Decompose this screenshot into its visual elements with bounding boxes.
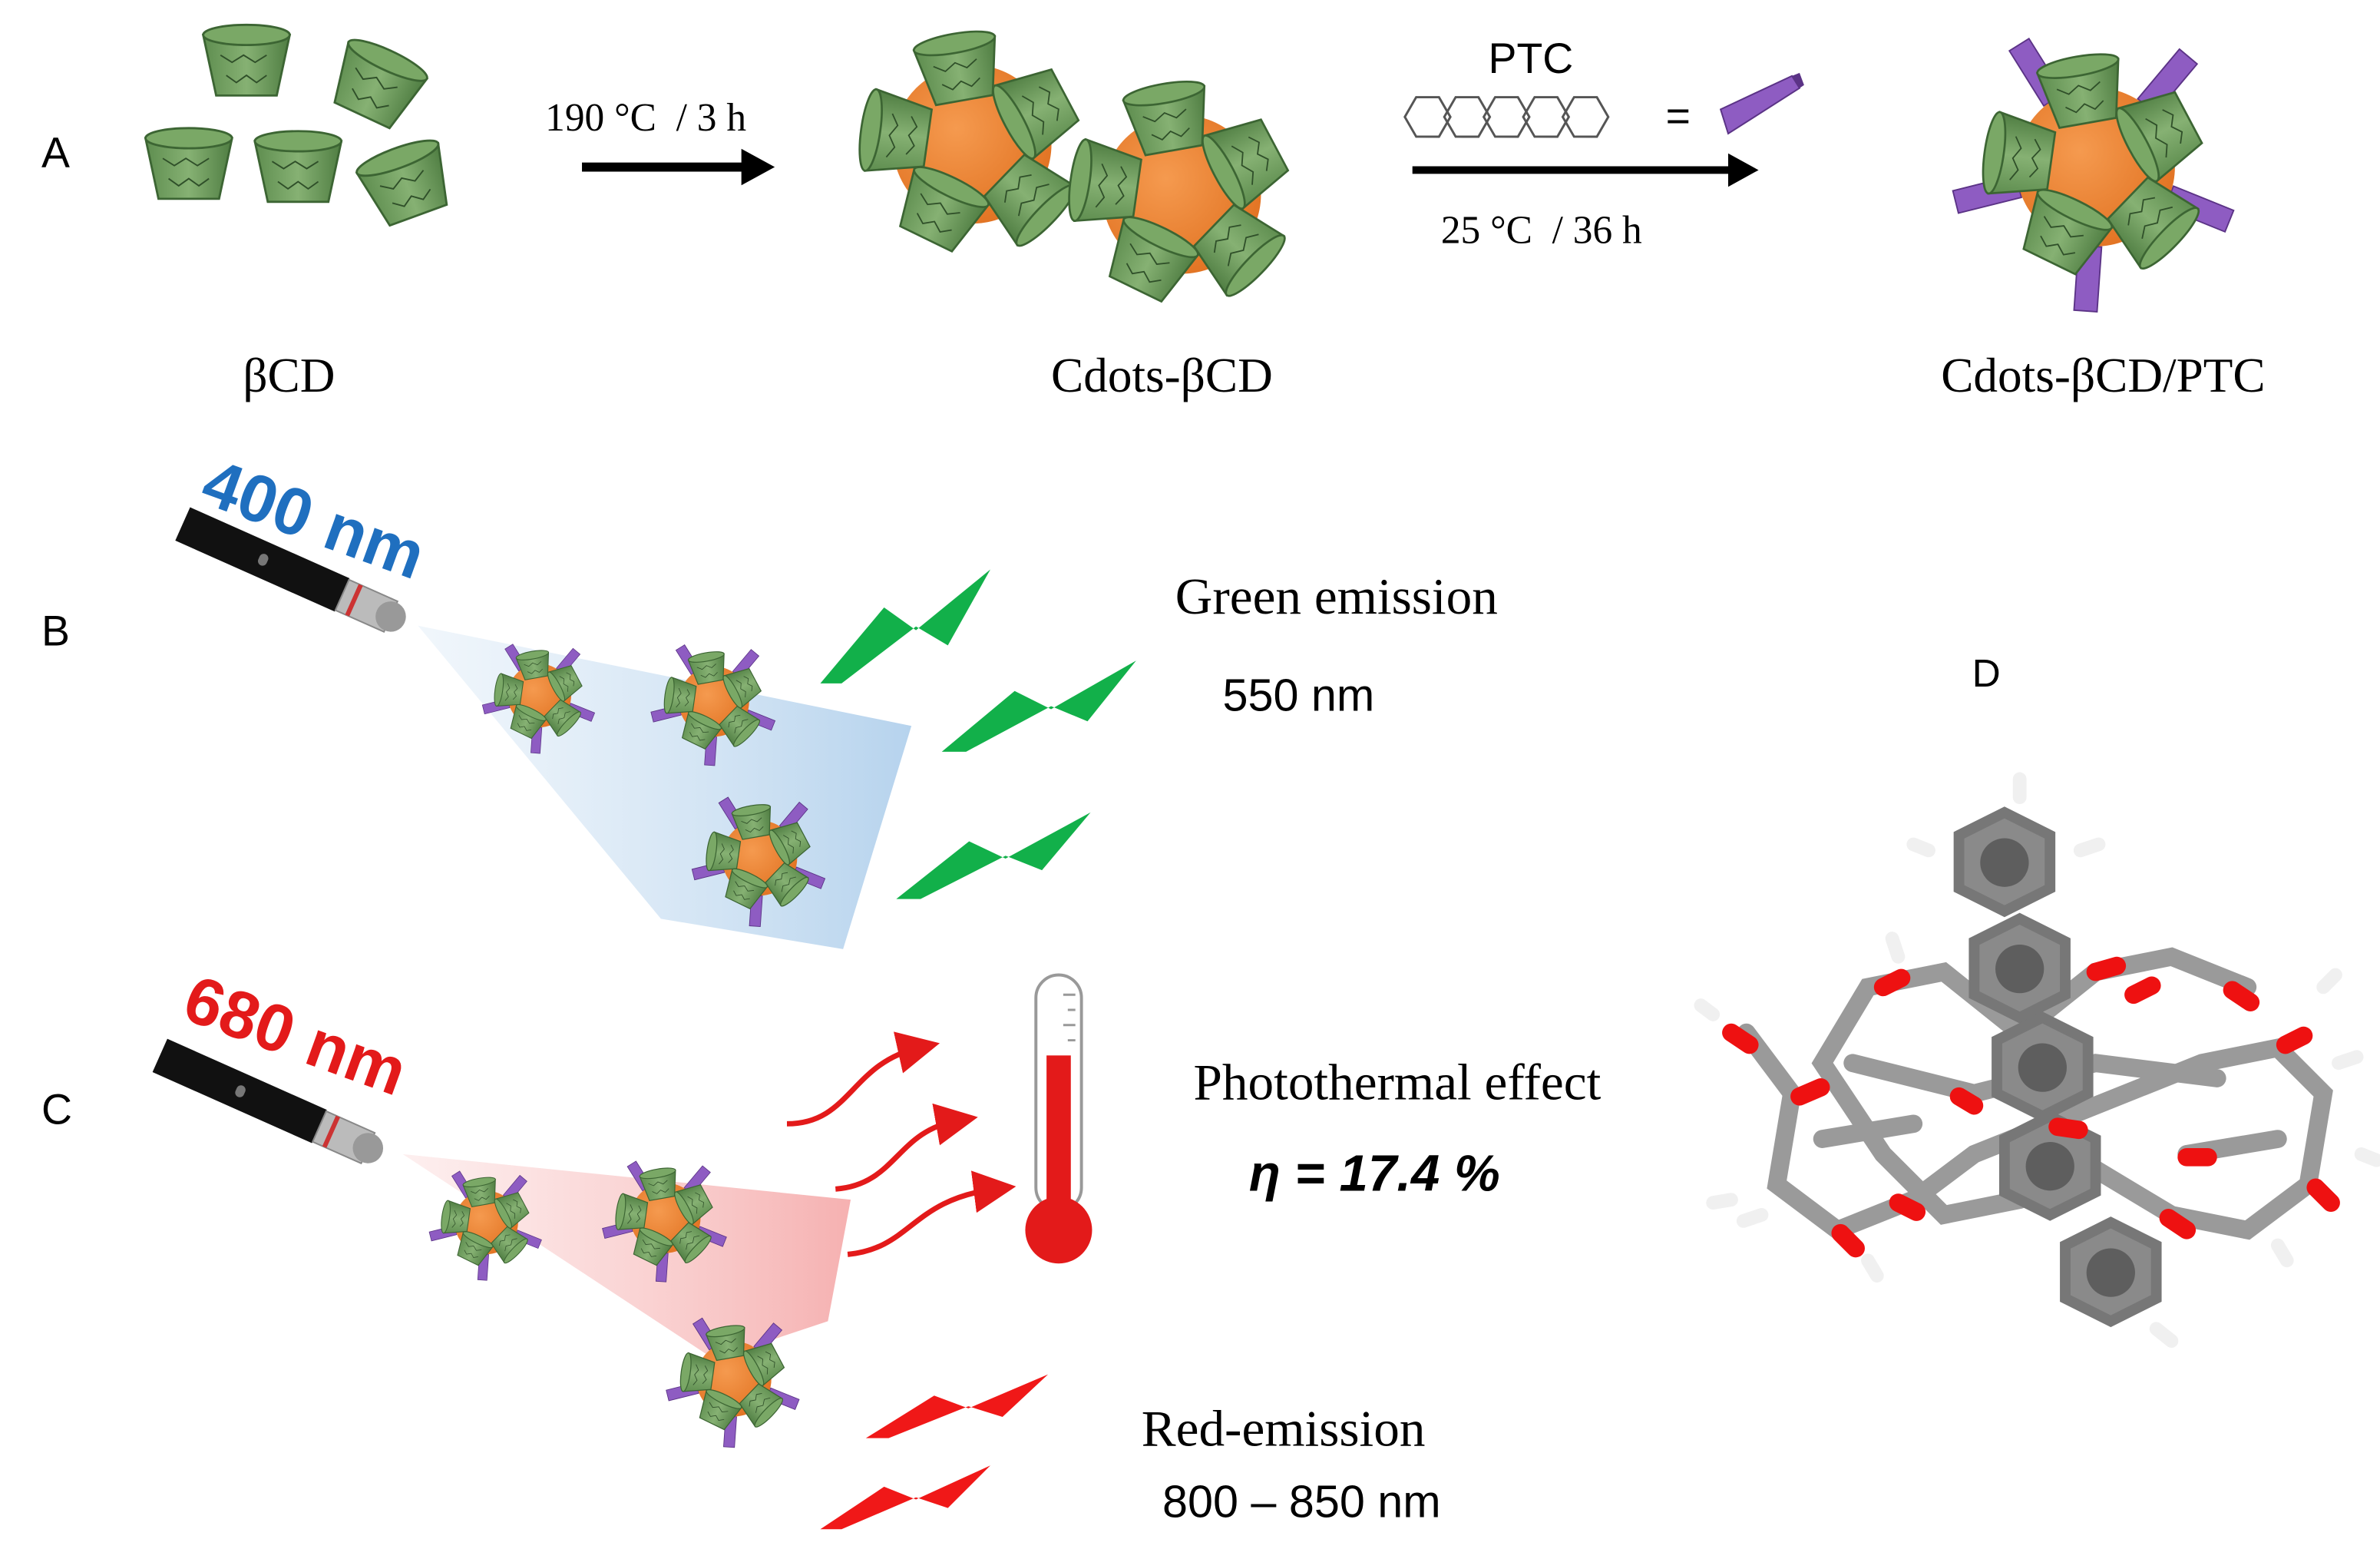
- shape-use: [1476, 86, 1536, 148]
- ptc-icon: [1719, 72, 1804, 135]
- thermometer: [1025, 973, 1092, 1264]
- shape-circle: [2025, 1142, 2074, 1191]
- shape-g: [1980, 838, 2135, 1297]
- shape-circle: [2086, 1248, 2135, 1297]
- shape-use: [855, 27, 1084, 257]
- shape-use: [144, 127, 233, 200]
- shape-use: [865, 1374, 1049, 1438]
- shape-use: [1397, 86, 1458, 148]
- effect-title: Photothermal effect: [1194, 1054, 1602, 1111]
- shape-use: [1437, 86, 1497, 148]
- arrowhead: [1728, 153, 1759, 187]
- wavelength: 800 – 850 nm: [1162, 1475, 1441, 1527]
- shape-circle: [2018, 1043, 2067, 1092]
- shape-rect: [1046, 1055, 1071, 1223]
- shape-use: [820, 569, 990, 683]
- cyclodextrins: [144, 23, 461, 231]
- reagent: PTC: [1489, 35, 1574, 82]
- condition: 190 °C / 3 h: [545, 96, 746, 140]
- shape-path: [1737, 947, 2333, 1241]
- shape-path: [847, 1170, 1016, 1257]
- product-label: βCD: [243, 349, 335, 402]
- shape-use: [322, 31, 433, 135]
- panel-label: A: [41, 129, 70, 177]
- shape-use: [941, 660, 1136, 752]
- shape-use: [1065, 77, 1294, 307]
- emission-title: Green emission: [1175, 568, 1498, 625]
- condition: 25 °C / 36 h: [1441, 208, 1642, 252]
- shape-use: [1953, 38, 2234, 312]
- product-label: Cdots-βCD: [1051, 349, 1273, 402]
- heat-arrows: [786, 1031, 1016, 1257]
- wavelength: 550 nm: [1222, 669, 1374, 720]
- shape-g: [1694, 772, 2380, 1348]
- panel-label: D: [1972, 650, 2001, 695]
- shape-use: [896, 812, 1091, 899]
- shape-circle: [1980, 838, 2029, 887]
- pentacene: [1397, 86, 1615, 148]
- shape-use: [202, 23, 291, 97]
- emission-title: Red-emission: [1142, 1400, 1426, 1458]
- shape-circle: [1995, 944, 2044, 994]
- shape-use: [1555, 86, 1615, 148]
- shape-path: [1694, 772, 2380, 1348]
- shape-path: [1063, 993, 1076, 1042]
- product-label: Cdots-βCD/PTC: [1941, 349, 2265, 402]
- molecular-model: [1694, 772, 2380, 1348]
- shape-use: [253, 130, 343, 204]
- panel-label: B: [41, 607, 70, 654]
- shape-g: [1722, 956, 2340, 1258]
- equals: =: [1666, 92, 1691, 140]
- shape-polygon: [1719, 74, 1801, 135]
- shape-use: [1516, 86, 1576, 148]
- shape-path: [1722, 956, 2340, 1258]
- shape-path: [835, 1103, 978, 1192]
- shape-use: [352, 132, 461, 231]
- arrowhead: [741, 148, 775, 186]
- panel-label: C: [41, 1085, 72, 1133]
- shape-polygon: [1792, 72, 1804, 88]
- efficiency: η = 17.4 %: [1249, 1144, 1500, 1202]
- shape-circle: [1025, 1197, 1092, 1264]
- shape-use: [820, 1465, 990, 1530]
- shape-path: [786, 1031, 940, 1127]
